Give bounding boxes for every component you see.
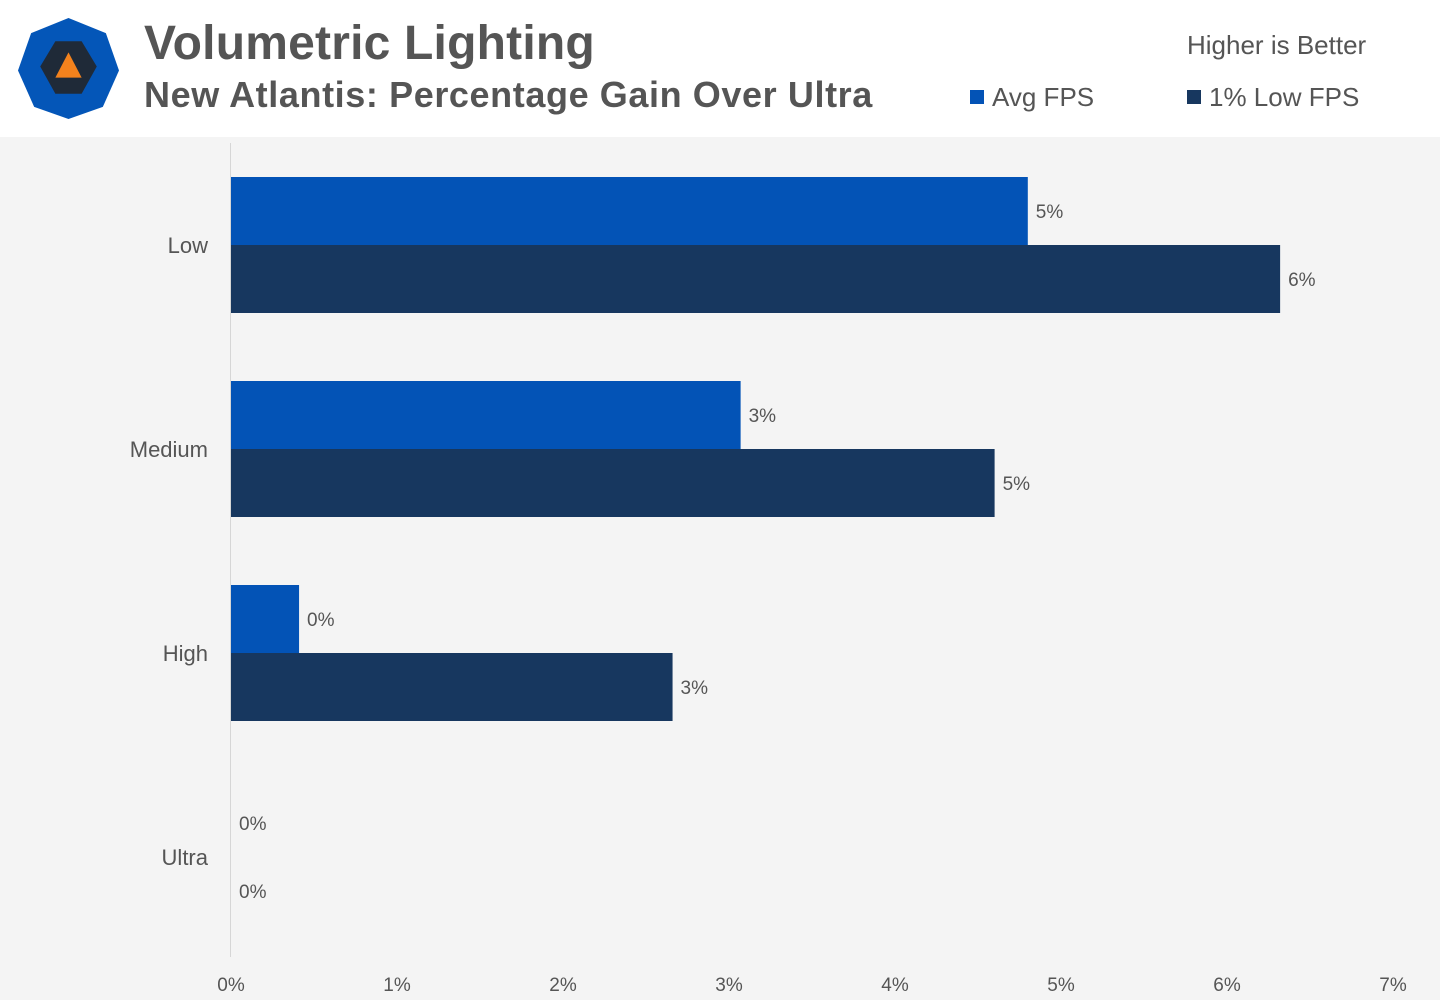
value-label-low-ultra: 0% xyxy=(239,882,267,903)
bar-chart: Low 5% 6% Medium 3% 5% High 0% 3% Ultra 0% 0% 0% 1% 2%… xyxy=(130,143,1407,996)
x-tick-label: 3% xyxy=(715,975,743,996)
value-label-low-medium: 5% xyxy=(1003,474,1031,495)
legend-avg-fps: Avg FPS xyxy=(970,82,1094,112)
x-tick-label: 2% xyxy=(549,975,577,996)
value-label-avg-high: 0% xyxy=(307,610,335,631)
legend-swatch-avg xyxy=(970,90,984,104)
chart-title: Volumetric Lighting xyxy=(144,17,595,70)
bar-low-medium xyxy=(231,449,995,517)
x-tick-label: 7% xyxy=(1379,975,1407,996)
value-label-avg-ultra: 0% xyxy=(239,814,267,835)
legend-label-low: 1% Low FPS xyxy=(1209,81,1360,112)
chart-subtitle: New Atlantis: Percentage Gain Over Ultra xyxy=(144,74,873,115)
value-label-avg-low: 5% xyxy=(1036,202,1064,223)
value-label-low-high: 3% xyxy=(681,678,709,699)
x-tick-label: 0% xyxy=(217,975,245,996)
legend-swatch-low xyxy=(1187,90,1201,104)
category-label-high: High xyxy=(163,641,208,666)
bar-avg-high xyxy=(231,585,300,653)
x-tick-label: 6% xyxy=(1213,975,1241,996)
category-label-ultra: Ultra xyxy=(162,845,209,870)
x-tick-label: 4% xyxy=(881,975,909,996)
chart-header: Volumetric Lighting New Atlantis: Percen… xyxy=(0,0,1440,137)
higher-is-better-note: Higher is Better xyxy=(1187,30,1367,60)
value-label-avg-medium: 3% xyxy=(749,406,777,427)
x-tick-label: 5% xyxy=(1047,975,1075,996)
category-label-low: Low xyxy=(168,233,208,258)
bar-low-high xyxy=(231,653,673,721)
category-label-medium: Medium xyxy=(130,437,208,462)
legend-label-avg: Avg FPS xyxy=(992,81,1095,112)
x-tick-label: 1% xyxy=(383,975,411,996)
value-label-low-low: 6% xyxy=(1288,270,1316,291)
bar-avg-medium xyxy=(231,381,741,449)
bar-low-low xyxy=(231,245,1281,313)
bar-avg-low xyxy=(231,177,1028,245)
techspot-logo-icon xyxy=(18,18,119,119)
legend-1pct-low-fps: 1% Low FPS xyxy=(1187,82,1359,112)
